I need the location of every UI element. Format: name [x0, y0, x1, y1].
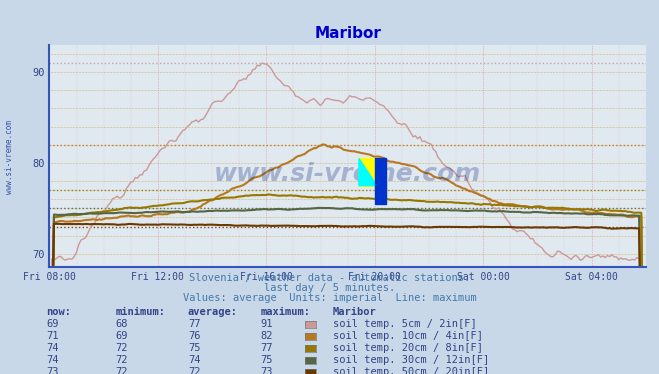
Title: Maribor: Maribor	[314, 26, 381, 41]
Text: soil temp. 30cm / 12in[F]: soil temp. 30cm / 12in[F]	[333, 355, 489, 365]
Text: www.si-vreme.com: www.si-vreme.com	[5, 120, 14, 194]
Text: soil temp. 20cm / 8in[F]: soil temp. 20cm / 8in[F]	[333, 343, 483, 353]
Text: 72: 72	[188, 367, 200, 374]
Bar	[375, 159, 386, 204]
Text: 72: 72	[115, 343, 128, 353]
Text: 76: 76	[188, 331, 200, 341]
Text: 72: 72	[115, 367, 128, 374]
Text: 74: 74	[46, 355, 59, 365]
Text: soil temp. 50cm / 20in[F]: soil temp. 50cm / 20in[F]	[333, 367, 489, 374]
Text: 72: 72	[115, 355, 128, 365]
Text: 91: 91	[260, 319, 273, 329]
Bar	[359, 159, 382, 186]
Text: 73: 73	[260, 367, 273, 374]
Text: Slovenia / weather data - automatic stations.: Slovenia / weather data - automatic stat…	[189, 273, 470, 282]
Text: 69: 69	[46, 319, 59, 329]
Text: maximum:: maximum:	[260, 307, 310, 317]
Text: www.si-vreme.com: www.si-vreme.com	[214, 162, 481, 186]
Text: 75: 75	[260, 355, 273, 365]
Text: 69: 69	[115, 331, 128, 341]
Text: 82: 82	[260, 331, 273, 341]
Text: 73: 73	[46, 367, 59, 374]
Text: last day / 5 minutes.: last day / 5 minutes.	[264, 283, 395, 293]
Text: soil temp. 10cm / 4in[F]: soil temp. 10cm / 4in[F]	[333, 331, 483, 341]
Text: Maribor: Maribor	[333, 307, 376, 317]
Text: 75: 75	[188, 343, 200, 353]
Polygon shape	[359, 159, 377, 186]
Text: average:: average:	[188, 307, 238, 317]
Text: 71: 71	[46, 331, 59, 341]
Text: minimum:: minimum:	[115, 307, 165, 317]
Text: soil temp. 5cm / 2in[F]: soil temp. 5cm / 2in[F]	[333, 319, 476, 329]
Text: 68: 68	[115, 319, 128, 329]
Text: 77: 77	[260, 343, 273, 353]
Text: 77: 77	[188, 319, 200, 329]
Text: 74: 74	[46, 343, 59, 353]
Text: 74: 74	[188, 355, 200, 365]
Text: Values: average  Units: imperial  Line: maximum: Values: average Units: imperial Line: ma…	[183, 294, 476, 303]
Text: now:: now:	[46, 307, 71, 317]
